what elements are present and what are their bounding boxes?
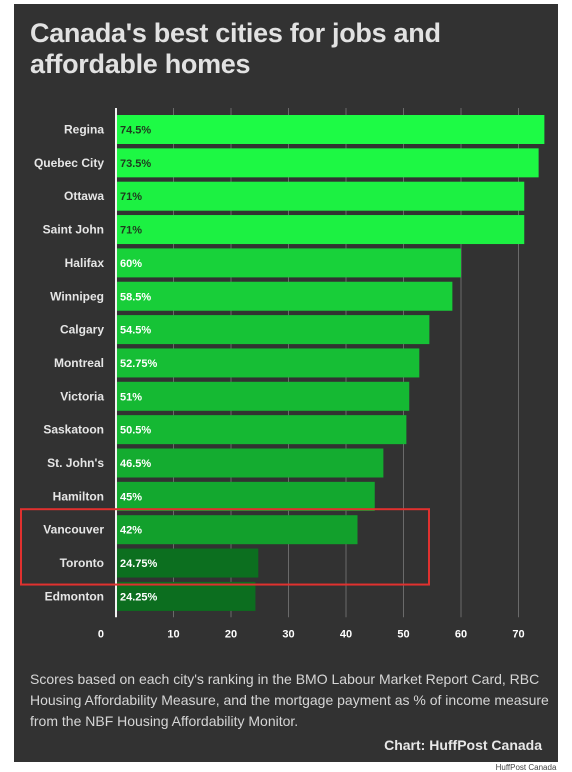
category-label: Calgary: [60, 323, 104, 337]
source-caption: HuffPost Canada: [480, 763, 572, 772]
value-label: 51%: [120, 391, 142, 403]
value-label: 24.25%: [120, 591, 158, 603]
value-label: 73.5%: [120, 158, 151, 170]
x-tick-label: 50: [397, 628, 409, 640]
value-label: 71%: [120, 191, 142, 203]
category-label: Ottawa: [64, 189, 104, 203]
category-label: Hamilton: [53, 489, 104, 503]
bar: [117, 581, 256, 611]
bar: [117, 115, 545, 144]
x-tick-label: 20: [225, 628, 237, 640]
value-label: 50.5%: [120, 425, 151, 437]
category-label: Quebec City: [34, 156, 104, 170]
x-tick-label: 0: [98, 628, 104, 640]
value-label: 71%: [120, 225, 142, 237]
methodology-note: Scores based on each city's ranking in t…: [30, 671, 549, 729]
value-label: 54.5%: [120, 325, 151, 337]
chart-credit: Chart: HuffPost Canada: [384, 737, 542, 753]
bar: [117, 515, 358, 545]
category-label: Regina: [64, 123, 104, 137]
value-label: 58.5%: [120, 291, 151, 303]
category-label: Vancouver: [43, 523, 104, 537]
category-label: Winnipeg: [50, 289, 104, 303]
category-label: Victoria: [60, 389, 104, 403]
x-tick-label: 10: [167, 628, 179, 640]
x-tick-label: 30: [282, 628, 294, 640]
chart-title: Canada's best cities for jobs and afford…: [30, 18, 441, 79]
bar: [117, 481, 375, 511]
bar: [117, 281, 453, 311]
chart-panel: Canada's best cities for jobs and afford…: [14, 4, 558, 762]
bar: [117, 381, 410, 411]
x-tick-label: 60: [455, 628, 467, 640]
category-label: Saskatoon: [43, 423, 104, 437]
bar: [117, 348, 420, 378]
value-label: 52.75%: [120, 358, 158, 370]
bar: [117, 248, 461, 278]
category-label: Saint John: [43, 223, 104, 237]
value-label: 60%: [120, 258, 142, 270]
value-label: 45%: [120, 491, 142, 503]
x-tick-label: 40: [340, 628, 352, 640]
bar: [117, 415, 407, 445]
bar: [117, 215, 525, 245]
x-tick-label: 70: [512, 628, 524, 640]
bar-chart: Regina 74.5% Quebec City 73.5% Ottawa 71% Sain…: [20, 108, 545, 640]
bar: [117, 448, 384, 478]
bar: [117, 148, 539, 178]
category-label: Toronto: [60, 556, 104, 570]
bar: [117, 315, 430, 345]
value-label: 46.5%: [120, 458, 151, 470]
category-label: St. John's: [47, 456, 104, 470]
highlight-box: [20, 508, 430, 586]
category-label: Halifax: [65, 256, 105, 270]
value-label: 42%: [120, 525, 142, 537]
value-label: 74.5%: [120, 125, 151, 137]
bar: [117, 181, 525, 211]
bar: [117, 548, 259, 578]
value-label: 24.75%: [120, 558, 158, 570]
category-label: Edmonton: [45, 589, 104, 603]
category-label: Montreal: [54, 356, 104, 370]
